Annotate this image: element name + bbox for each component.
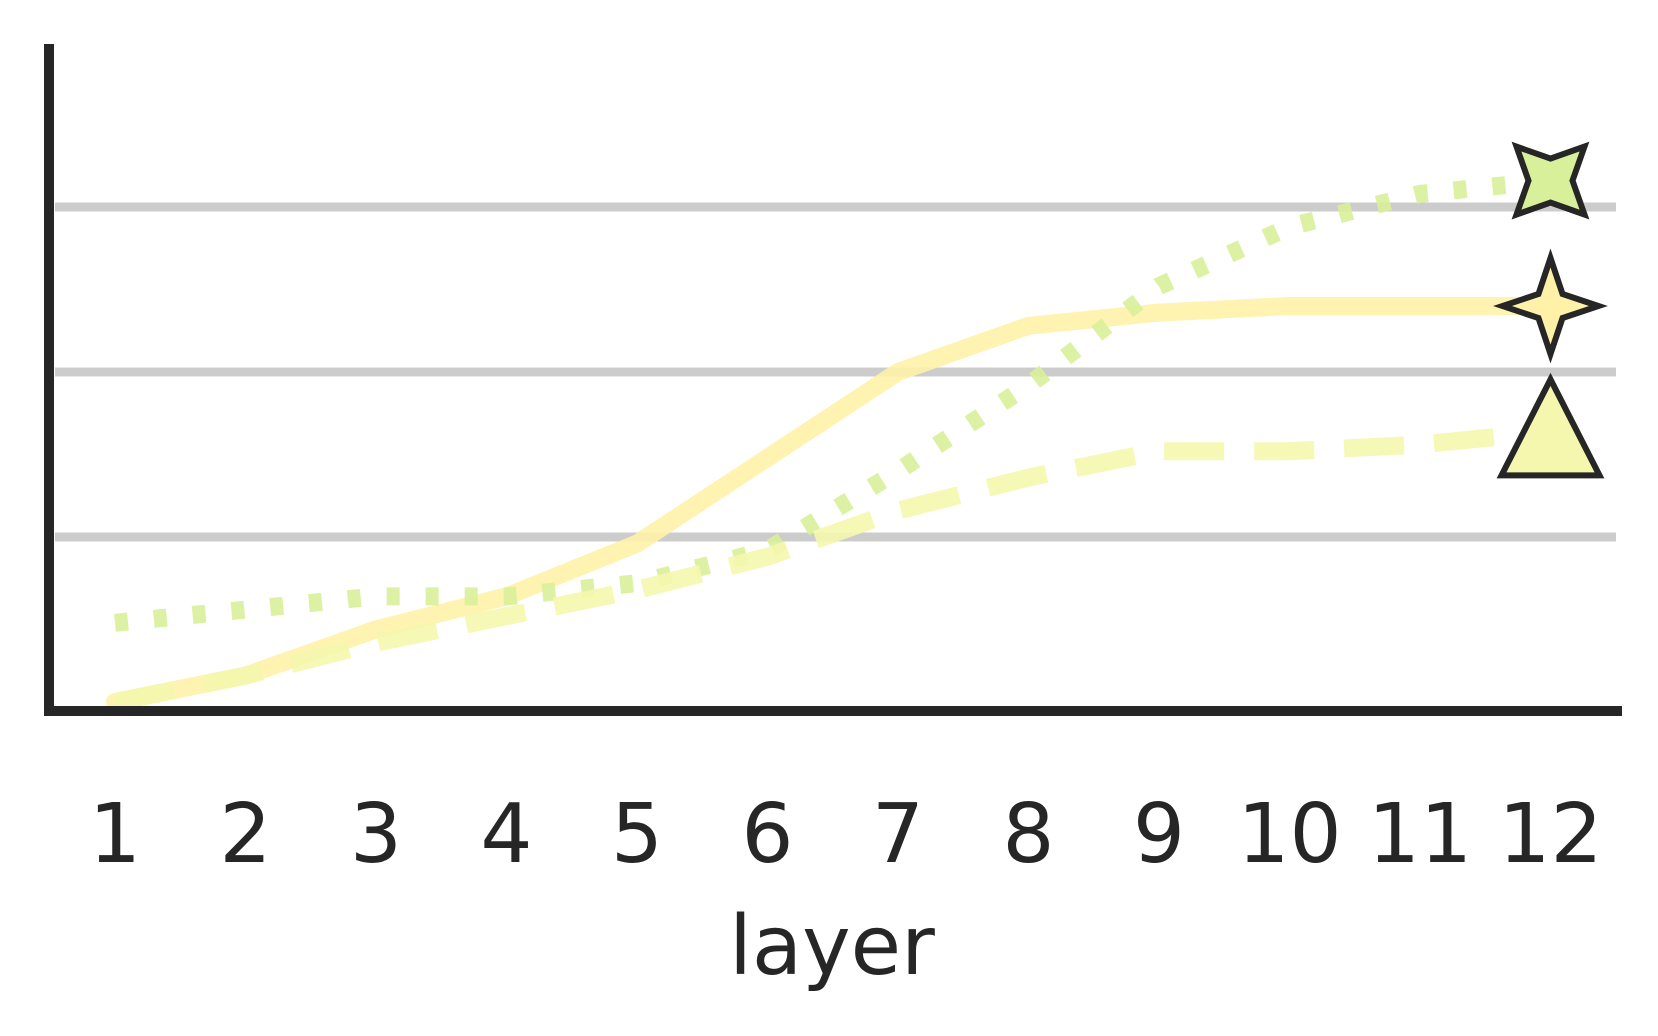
x-tick-label: 10 [1237, 787, 1341, 882]
gridlines [55, 202, 1616, 542]
marker-concave-square [1511, 141, 1590, 220]
x-tick-label: 11 [1368, 787, 1472, 882]
end-markers [1493, 141, 1608, 479]
x-tick-label: 8 [1002, 787, 1054, 882]
x-tick-label: 3 [350, 787, 402, 882]
x-tick-label: 5 [611, 787, 663, 882]
series-lines [106, 171, 1560, 711]
axes [44, 44, 1622, 716]
x-tick-label: 4 [480, 787, 532, 882]
x-tick-label: 2 [219, 787, 271, 882]
marker-star [1493, 248, 1608, 364]
series-line-solid [106, 297, 1560, 711]
x-tick-label: 9 [1133, 787, 1185, 882]
x-tick-label: 1 [89, 787, 141, 882]
x-tick-labels: 1 2 3 4 5 6 7 8 9 10 11 12 [89, 787, 1603, 882]
x-axis-label: layer [729, 899, 935, 994]
x-tick-label: 6 [741, 787, 793, 882]
marker-triangle [1496, 372, 1605, 479]
series-line-dashed [113, 422, 1552, 711]
x-tick-label: 7 [872, 787, 924, 882]
series-line-dotted [114, 171, 1552, 632]
x-tick-label: 12 [1498, 787, 1602, 882]
